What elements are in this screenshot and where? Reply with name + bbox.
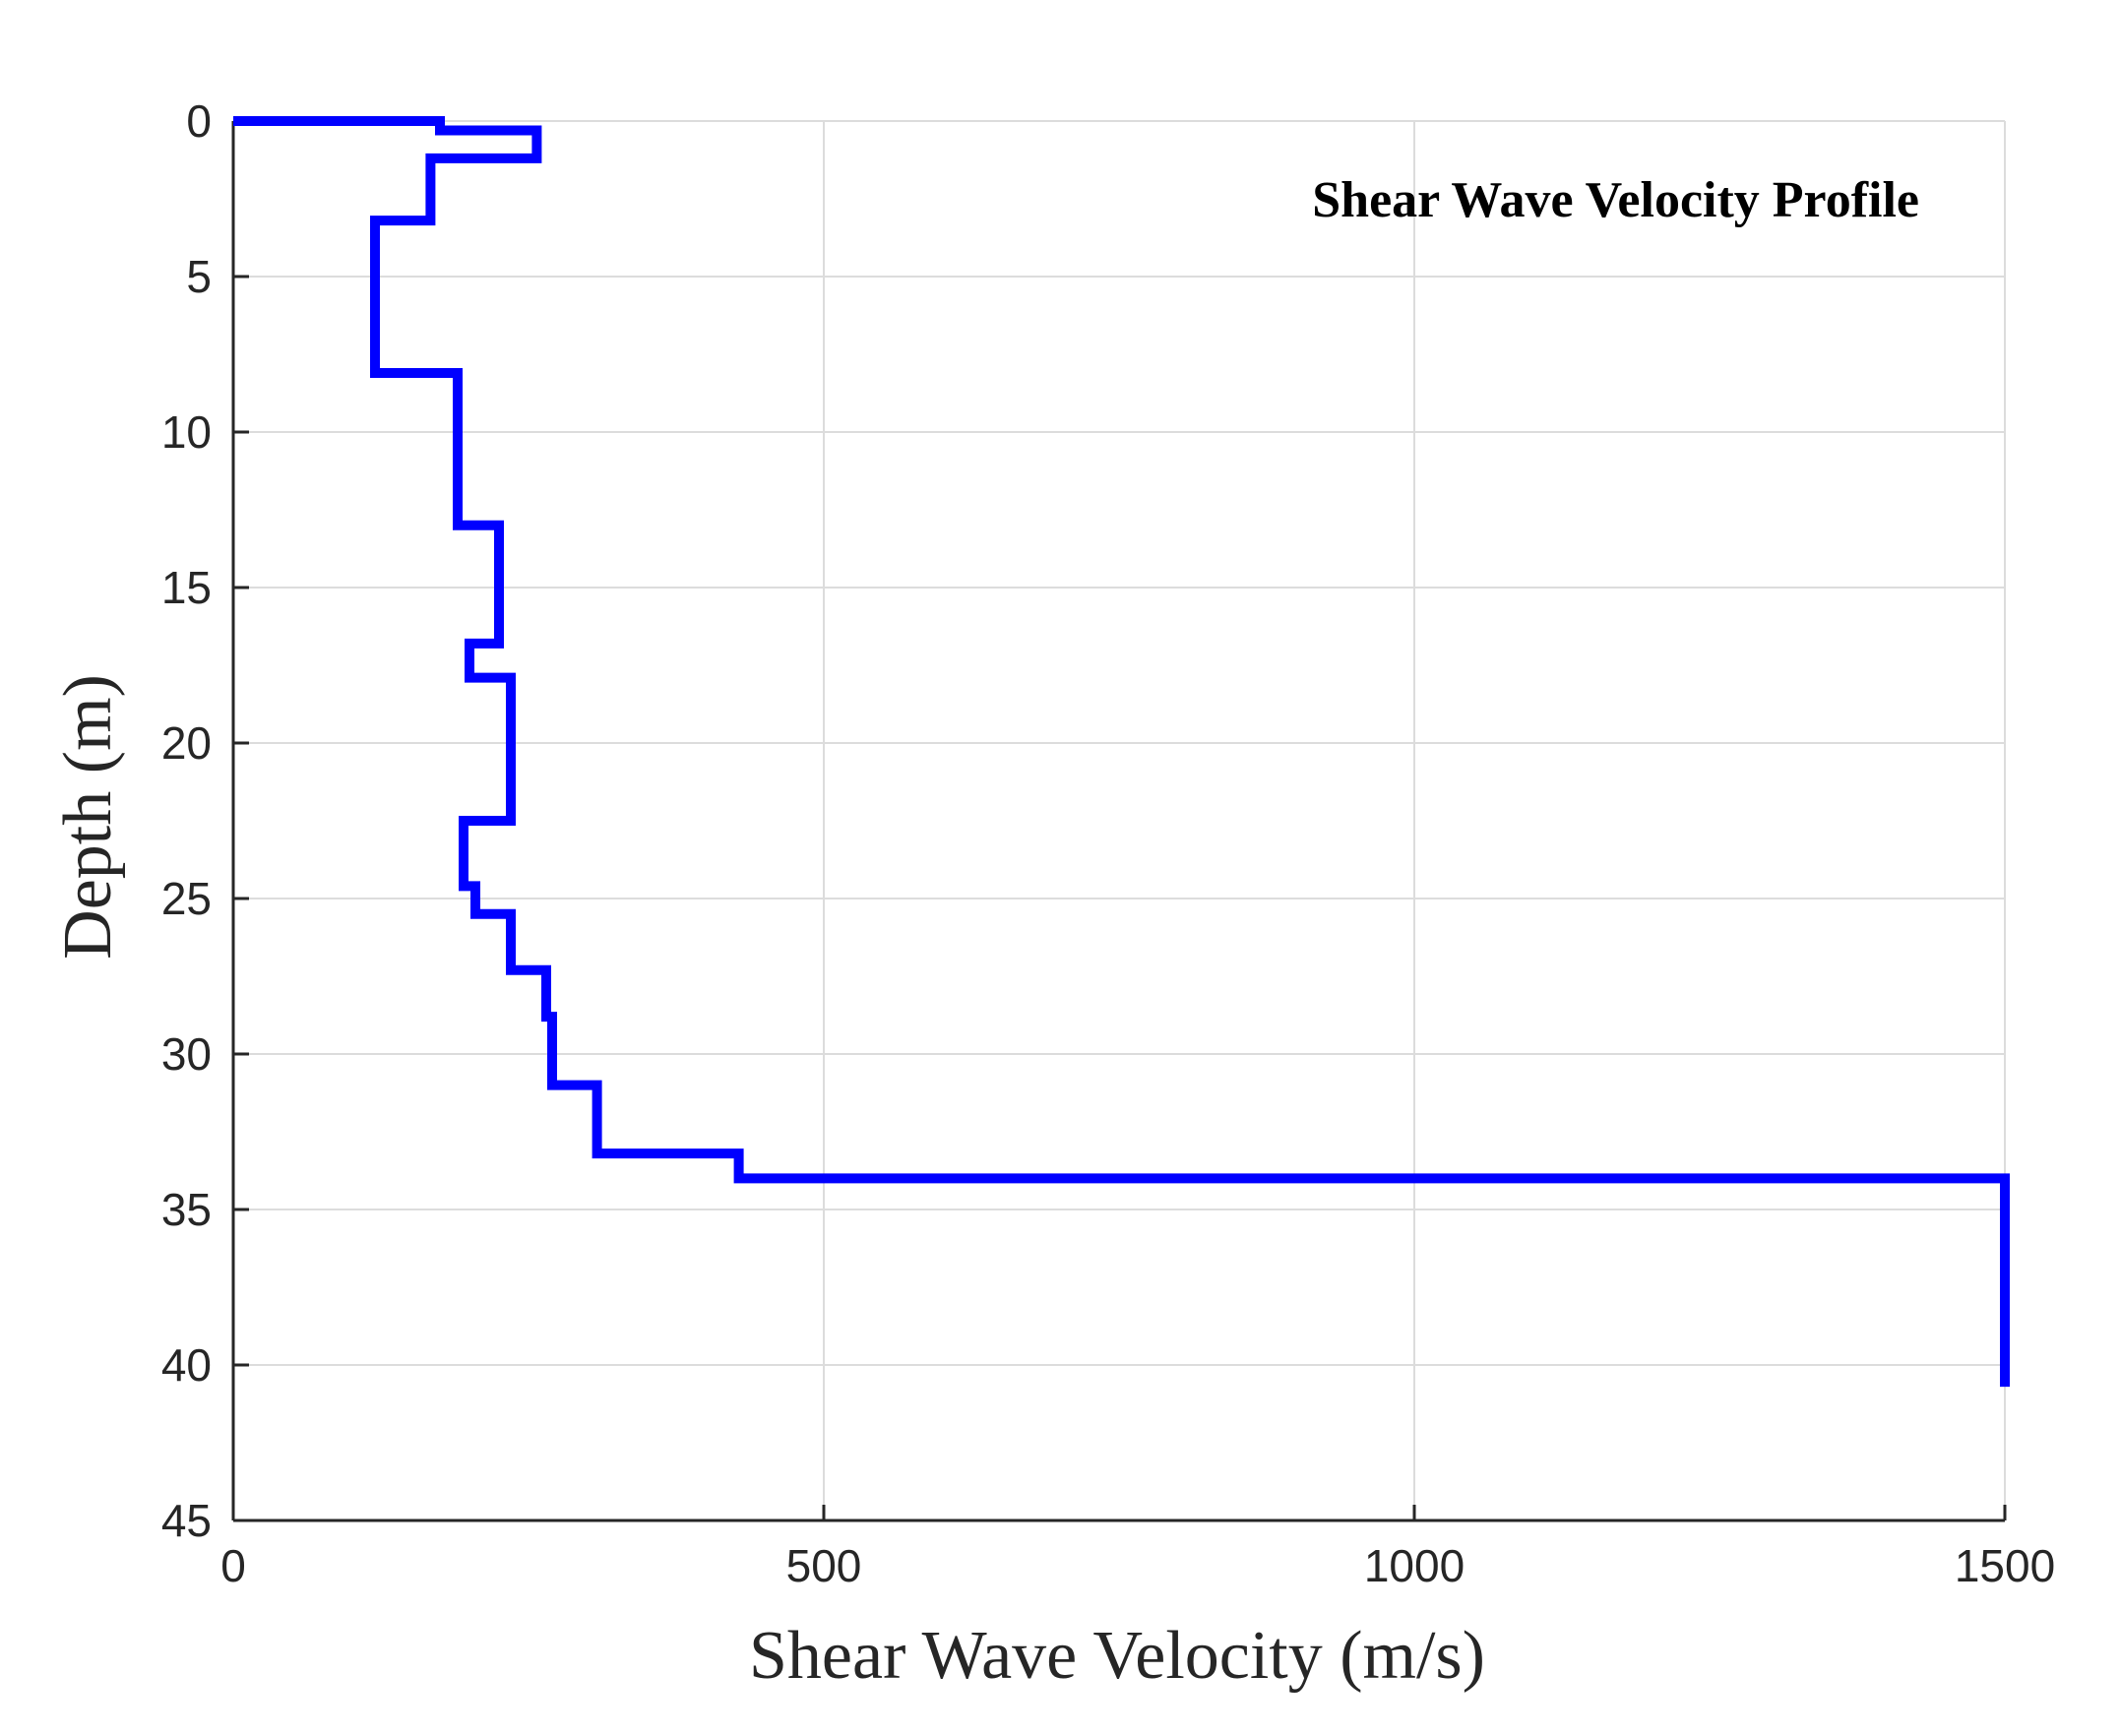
y-tick-label: 25 xyxy=(161,873,212,924)
axes xyxy=(231,119,2007,1522)
series xyxy=(233,116,2010,1388)
y-tick-label: 10 xyxy=(161,406,212,458)
vs-profile-line xyxy=(233,116,2010,1388)
chart-title: Shear Wave Velocity Profile xyxy=(1312,172,1919,228)
x-tick-label: 1500 xyxy=(1955,1540,2055,1591)
x-axis-title: Shear Wave Velocity (m/s) xyxy=(749,1618,1485,1694)
x-tick-label: 0 xyxy=(220,1540,246,1591)
y-tick-label: 45 xyxy=(161,1495,212,1546)
y-tick-label: 0 xyxy=(186,95,212,147)
x-tick-label: 500 xyxy=(786,1540,862,1591)
x-tick-label: 1000 xyxy=(1364,1540,1465,1591)
y-tick-label: 5 xyxy=(186,251,212,302)
y-tick-label: 35 xyxy=(161,1184,212,1235)
y-tick-label: 30 xyxy=(161,1028,212,1080)
y-axis-title: Depth (m) xyxy=(50,674,126,960)
y-tick-label: 40 xyxy=(161,1339,212,1391)
tick-labels: 0 500 1000 1500 0 5 10 15 20 25 30 35 40 45 xyxy=(161,95,2055,1591)
y-tick-label: 15 xyxy=(161,562,212,613)
y-tick-label: 20 xyxy=(161,717,212,769)
